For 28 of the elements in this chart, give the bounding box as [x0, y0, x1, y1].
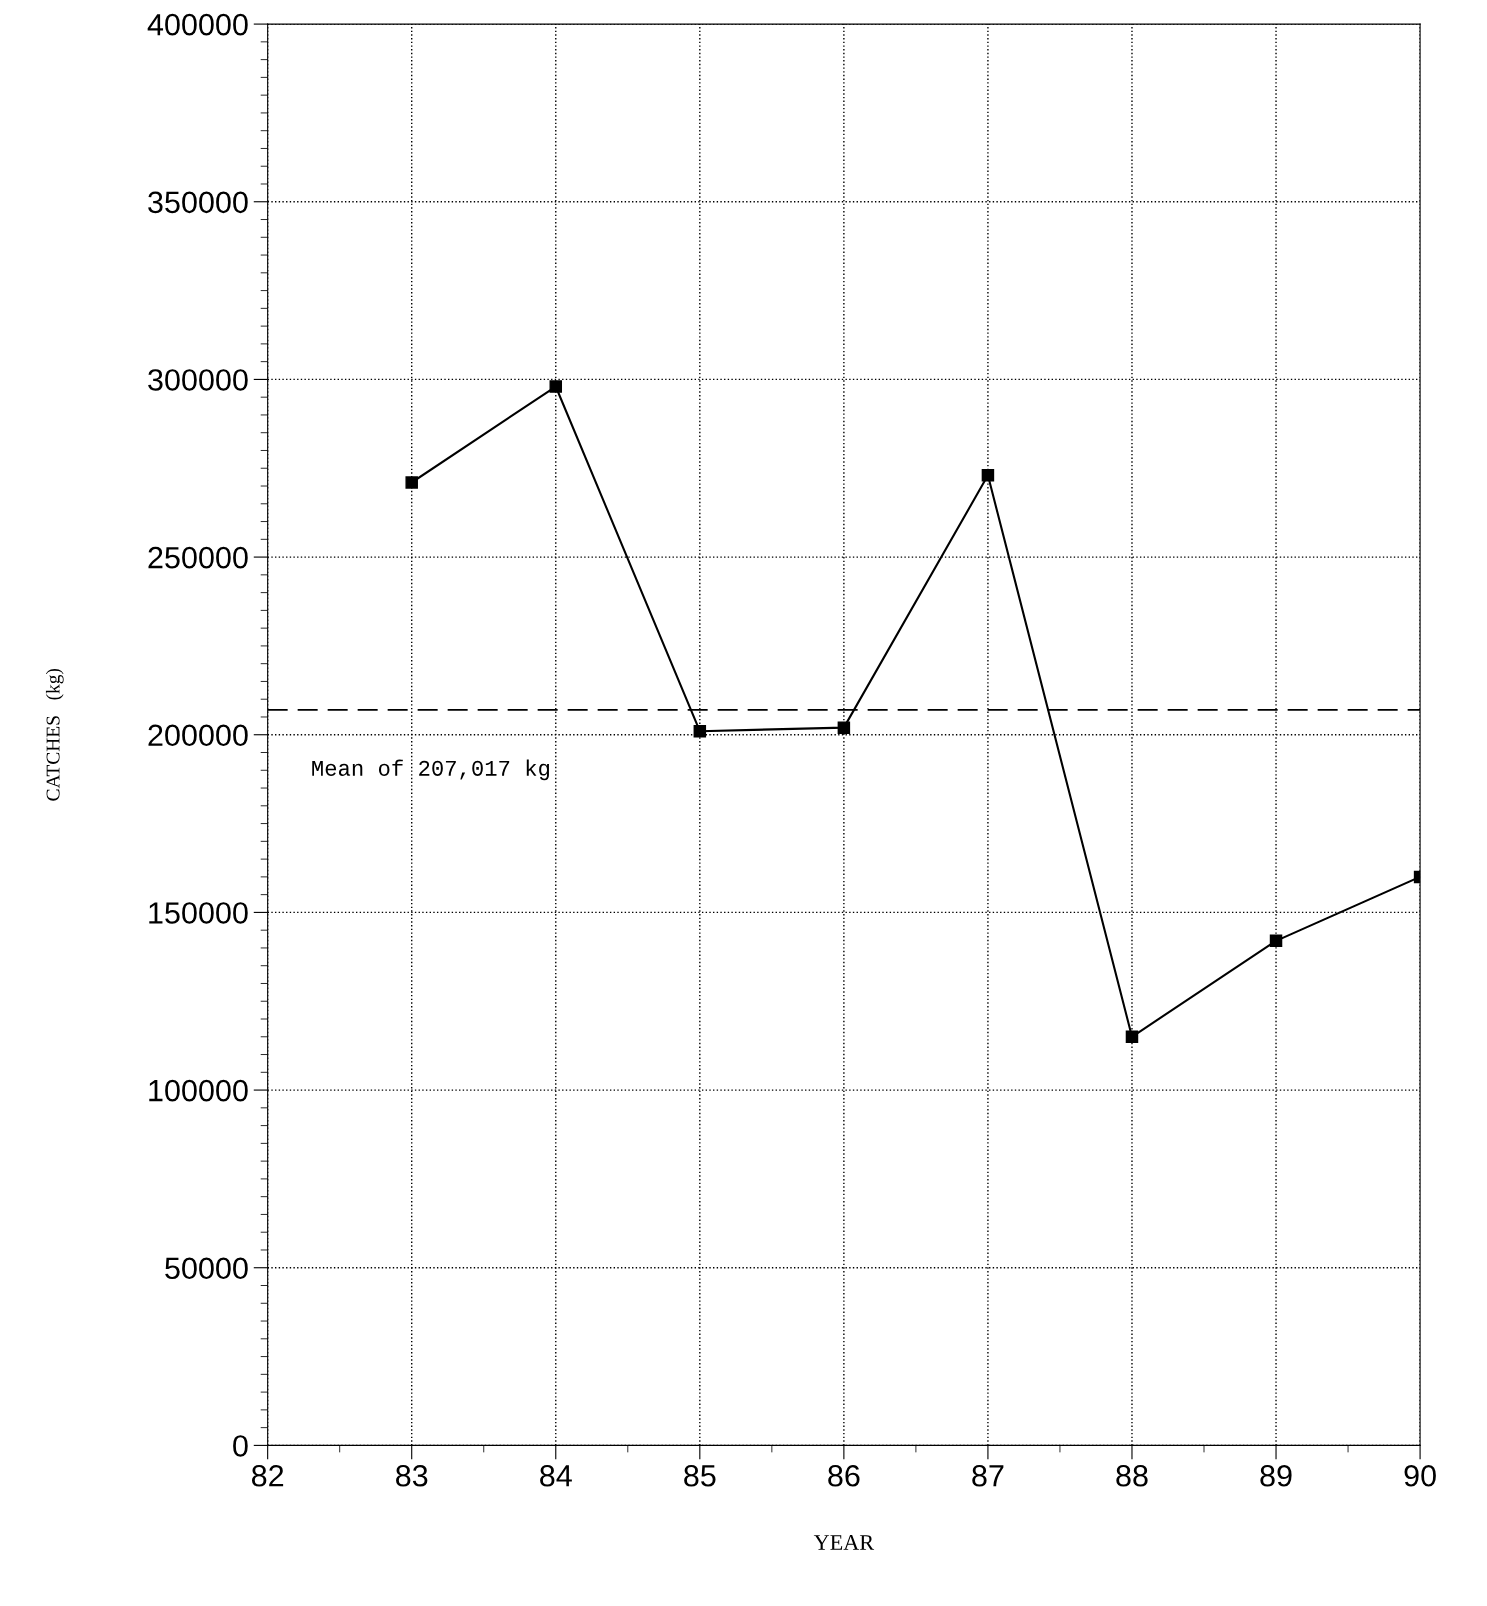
y-tick-label: 300000 — [148, 369, 248, 391]
y-tick-label: 0 — [233, 1435, 248, 1457]
point — [981, 469, 995, 482]
y-tick-label: 350000 — [148, 191, 248, 214]
x-tick-label: 88 — [1116, 1464, 1148, 1487]
y-tick-label: 250000 — [148, 546, 248, 569]
y-tick-label: 150000 — [149, 902, 248, 924]
ref-line-label: Mean of 207,017 kg — [312, 759, 550, 781]
x-tick-label: 82 — [252, 1464, 284, 1487]
point — [1269, 934, 1283, 948]
point — [837, 721, 851, 734]
y-tick-label: 200000 — [148, 724, 248, 747]
point — [405, 476, 418, 489]
point — [1125, 1030, 1139, 1044]
x-tick-label: 83 — [396, 1464, 428, 1487]
y-tick-label: 50000 — [165, 1257, 248, 1280]
x-tick-label: 87 — [972, 1464, 1004, 1487]
x-tick-label: 85 — [684, 1464, 716, 1487]
point — [693, 724, 707, 738]
point — [549, 380, 563, 393]
x-tick-label: 86 — [828, 1464, 860, 1487]
x-axis-title: YEAR — [813, 1535, 875, 1550]
y-tick-label: 100000 — [149, 1079, 248, 1102]
y-tick-label: 400000 — [147, 13, 248, 36]
y-axis-title: CATCHES (kg) — [45, 668, 64, 801]
x-tick-label: 84 — [540, 1464, 572, 1487]
x-tick-label: 90 — [1404, 1464, 1436, 1487]
x-tick-label: 89 — [1260, 1464, 1292, 1487]
